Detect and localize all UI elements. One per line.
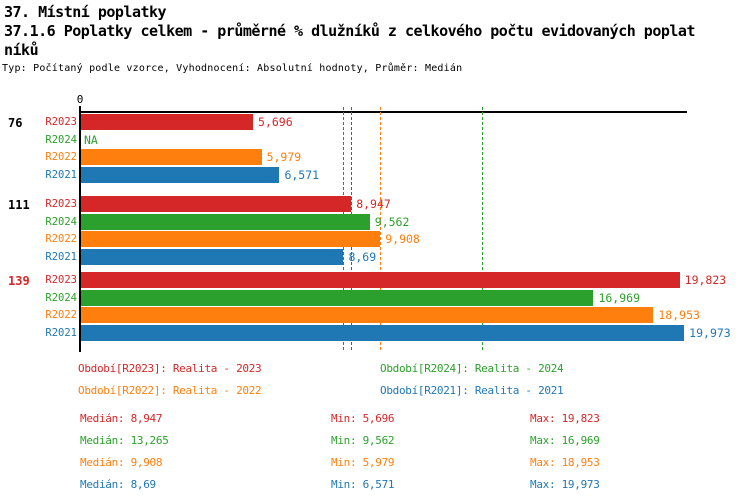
report-title-line2: 37.1.6 Poplatky celkem - průměrné % dluž… [4,22,696,40]
series-row-label: R2022 [45,233,77,245]
stat-max-r2023: Max: 19,823 [530,412,600,425]
bar-value-label: 19,973 [689,325,731,340]
bar-r2022 [81,231,381,247]
stat-max-r2022: Max: 18,953 [530,456,600,469]
group-label: 139 [8,274,30,288]
series-row-label: R2024 [45,291,77,304]
bar-value-label: 6,571 [284,167,320,182]
bar-r2023 [81,114,254,130]
bar-r2023 [81,272,680,288]
bar-value-label: NA [84,132,98,147]
median-line-r2022 [380,107,382,350]
series-row-label: R2024 [45,215,77,228]
group-label: 76 [8,116,23,130]
series-row-label: R2023 [45,116,77,128]
stat-median-r2024: Medián: 13,265 [80,434,169,447]
stat-median-r2023: Medián: 8,947 [80,412,163,425]
bar-r2022 [81,307,654,323]
x-axis-tick-zero: 0 [76,93,84,106]
bar-r2024 [81,213,370,230]
series-row-label: R2023 [45,198,77,210]
stat-min-r2022: Min: 5,979 [331,456,395,469]
group-label: 111 [8,198,30,212]
report-title-line1: 37. Místní poplatky [4,3,167,21]
stat-max-r2021: Max: 19,973 [530,478,600,491]
legend-item-r2023: Období[R2023]: Realita - 2023 [78,362,262,375]
bar-value-label: 9,908 [385,232,420,246]
bar-value-label: 9,562 [374,214,410,229]
bar-value-label: 18,953 [658,308,700,322]
series-row-label: R2022 [45,309,77,321]
bar-value-label: 8,947 [356,197,391,211]
bar-value-label: 8,69 [348,249,377,264]
bar-value-label: 5,979 [266,150,302,164]
stat-min-r2023: Min: 5,696 [331,412,395,425]
bar-r2021 [81,248,344,265]
bar-r2022 [81,149,262,165]
bar-r2021 [81,166,280,183]
stat-max-r2024: Max: 16,969 [530,434,600,447]
stat-median-r2021: Medián: 8,69 [80,478,156,491]
bar-r2021 [81,324,685,341]
report-title-line3: níků [4,41,39,59]
series-row-label: R2023 [45,274,77,286]
series-row-label: R2021 [45,250,77,263]
stat-median-r2022: Medián: 9,908 [80,456,163,469]
bar-value-label: 19,823 [684,273,727,287]
bar-r2024 [81,289,594,306]
report-meta: Typ: Počítaný podle vzorce, Vyhodnocení:… [2,63,463,74]
bar-value-label: 5,696 [258,115,293,129]
bar-value-label: 16,969 [598,290,640,305]
legend-item-r2024: Období[R2024]: Realita - 2024 [380,362,564,375]
series-row-label: R2021 [45,168,77,181]
legend-item-r2021: Období[R2021]: Realita - 2021 [380,384,564,397]
x-axis-line [80,111,687,113]
median-line-r2024 [481,107,483,350]
stat-min-r2021: Min: 6,571 [331,478,395,491]
y-axis-line [79,106,81,352]
series-row-label: R2024 [45,133,77,146]
stat-min-r2024: Min: 9,562 [331,434,395,447]
series-row-label: R2022 [45,151,77,163]
series-row-label: R2021 [45,326,77,339]
bar-r2023 [81,196,352,212]
legend-item-r2022: Období[R2022]: Realita - 2022 [78,384,262,397]
